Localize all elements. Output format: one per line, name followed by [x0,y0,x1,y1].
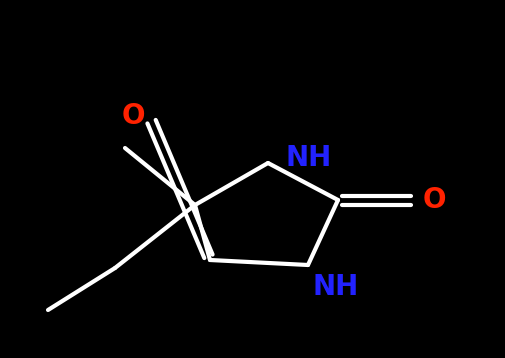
Text: NH: NH [285,144,332,172]
Text: NH: NH [313,273,359,301]
Text: O: O [121,102,145,130]
Text: O: O [422,186,445,214]
